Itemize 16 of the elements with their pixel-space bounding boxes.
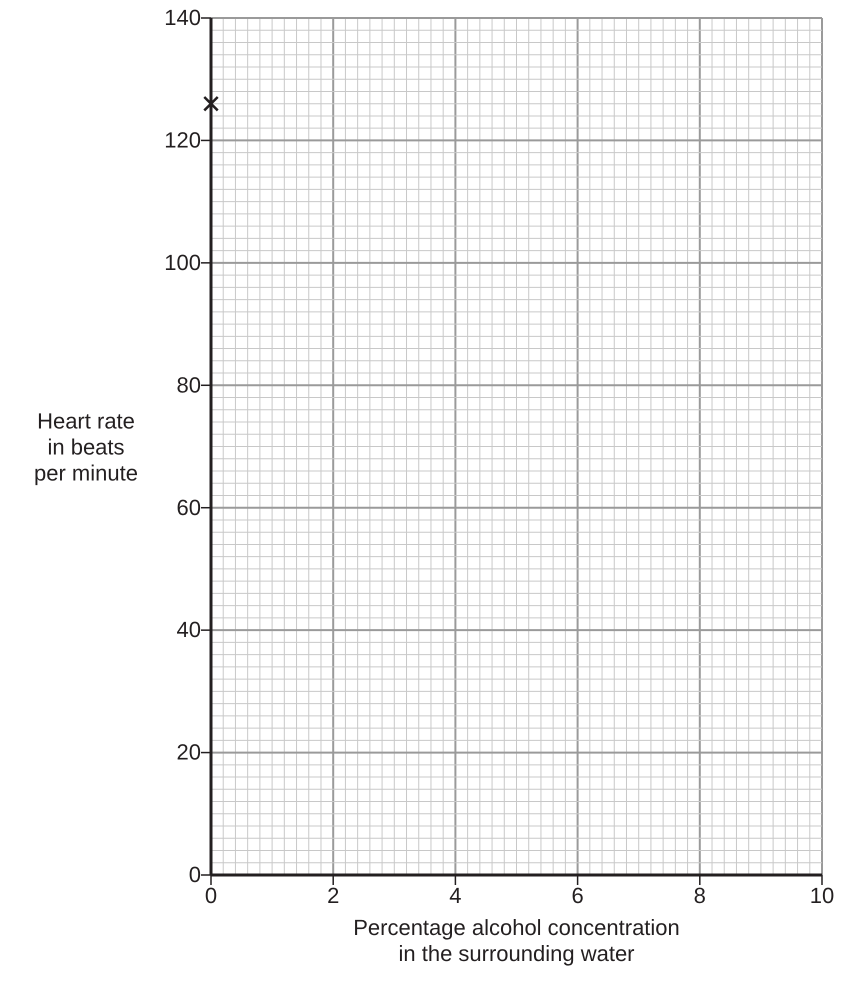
y-tick-label: 80	[176, 372, 201, 398]
y-axis-title: Heart rate in beats per minute	[34, 408, 138, 486]
y-tick-label: 120	[164, 127, 201, 152]
y-tick-label: 100	[164, 250, 201, 275]
x-tick-label: 4	[449, 882, 462, 908]
x-tick-label: 10	[810, 882, 834, 908]
y-tick-label: 60	[176, 494, 201, 520]
x-tick-label: 2	[327, 882, 340, 908]
y-tick-label: 0	[188, 862, 201, 888]
x-tick-label: 0	[204, 882, 218, 908]
x-tick-label: 6	[571, 882, 584, 908]
x-axis-title: Percentage alcohol concentration in the surrounding water	[353, 915, 680, 966]
y-tick-label: 140	[164, 5, 201, 30]
y-tick-label: 20	[176, 740, 201, 765]
x-tick-label: 8	[694, 882, 706, 908]
y-tick-label: 40	[176, 617, 201, 642]
